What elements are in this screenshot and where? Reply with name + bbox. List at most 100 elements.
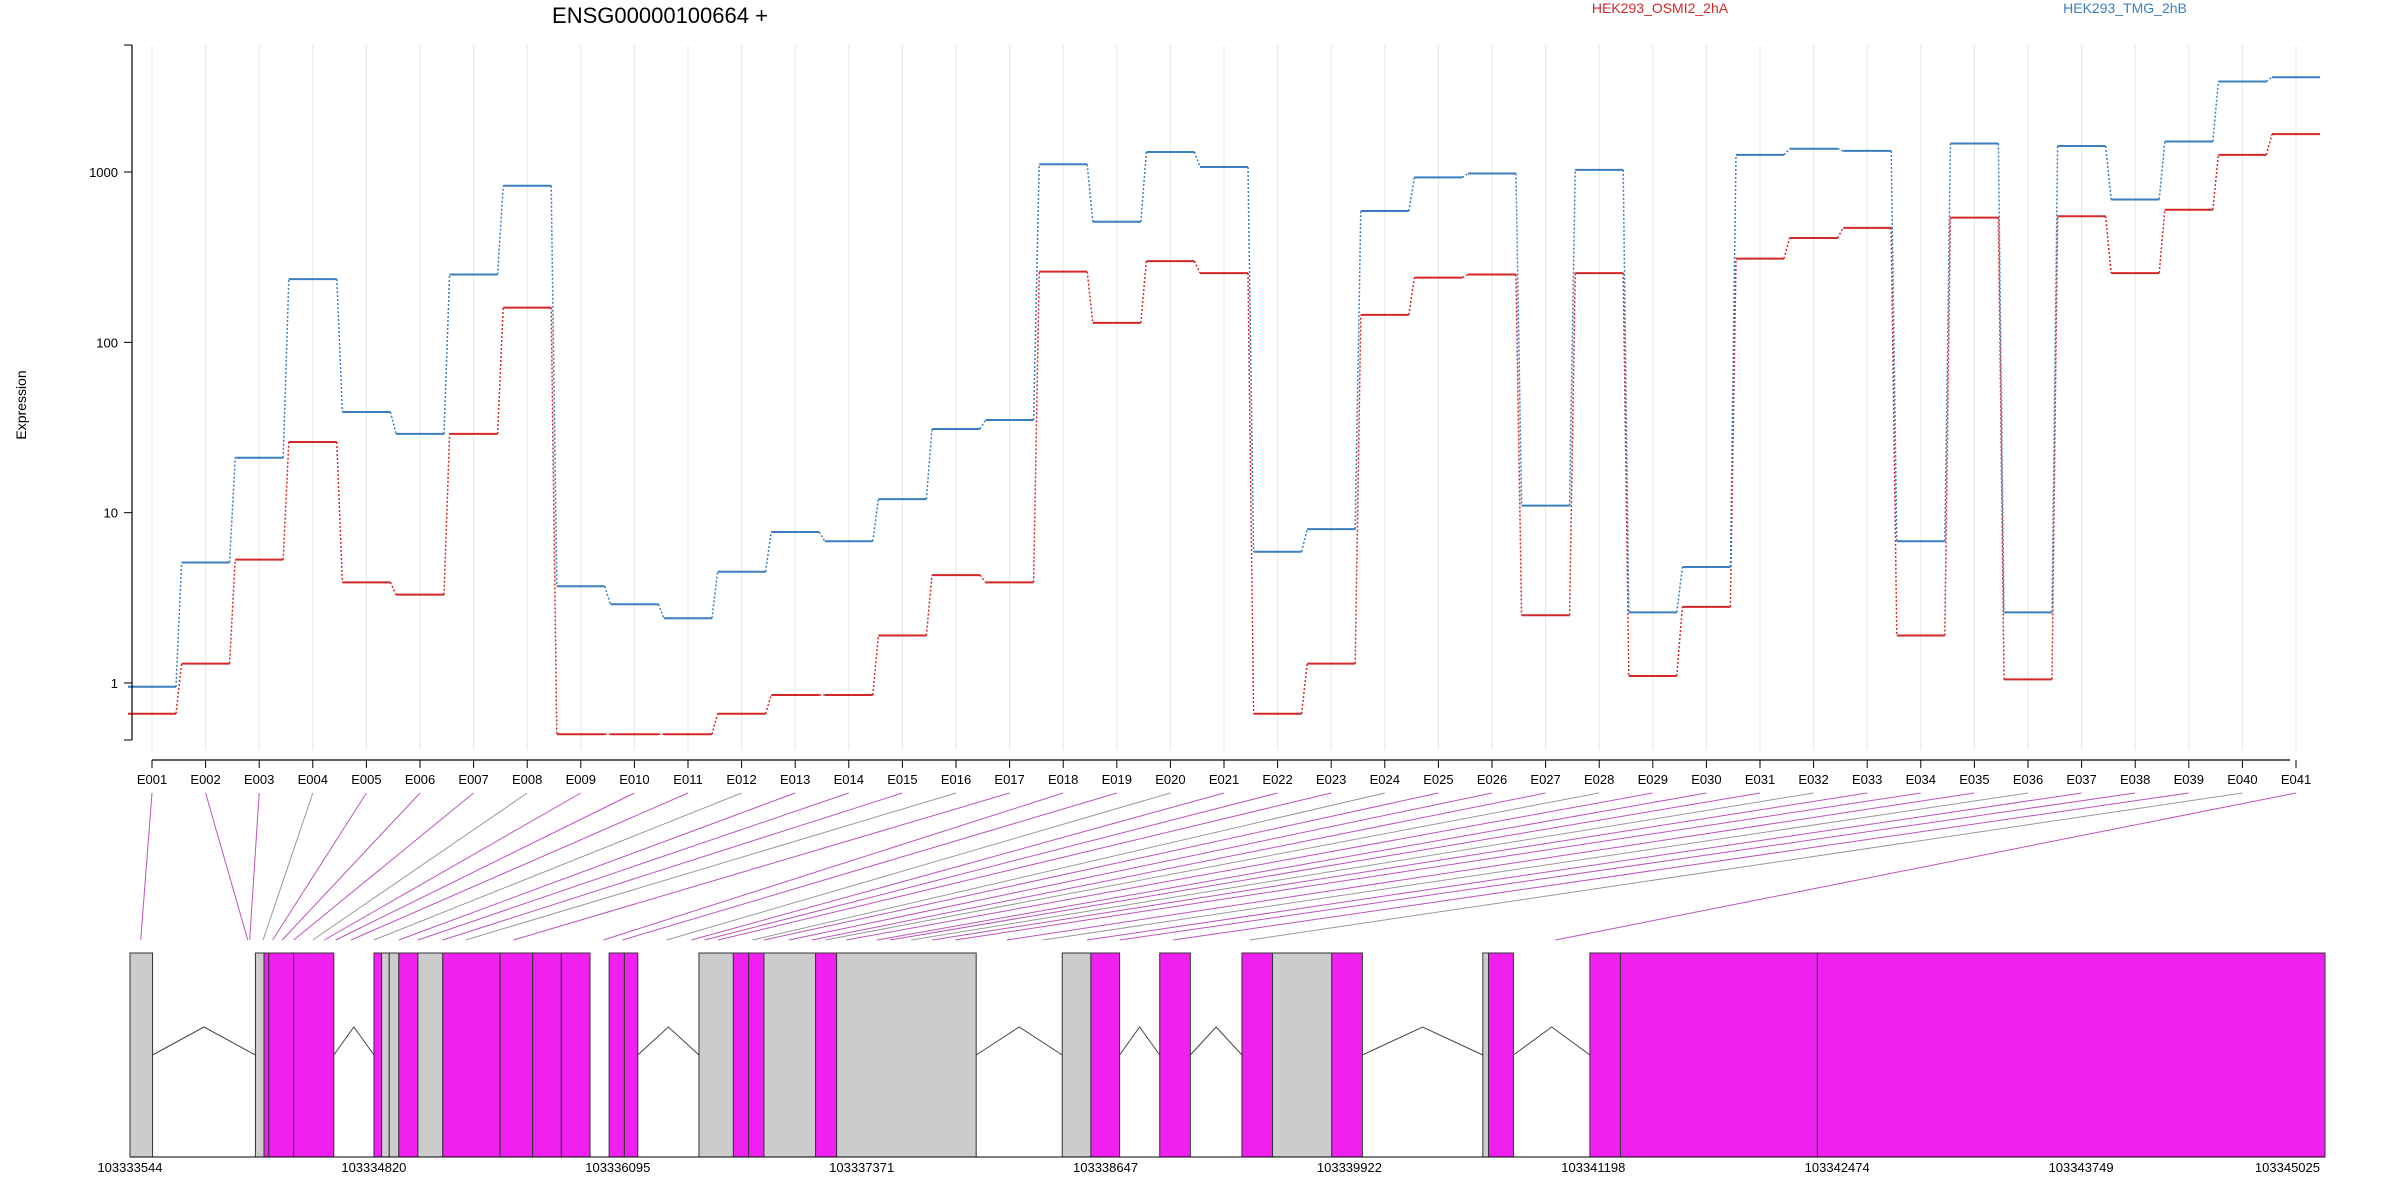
series-1-connector bbox=[818, 531, 826, 542]
x-tick-label-e009: E009 bbox=[566, 772, 596, 787]
exon-connector-e006 bbox=[281, 792, 421, 941]
exon-connector-e010 bbox=[335, 792, 635, 941]
exon-block bbox=[1061, 952, 1092, 1158]
x-tick-label-e006: E006 bbox=[405, 772, 435, 787]
genomic-coordinate-label: 103336095 bbox=[585, 1160, 650, 1175]
exon-connector-e028 bbox=[825, 792, 1600, 941]
exon-connector-e036 bbox=[1043, 792, 2029, 941]
exon-connector-e031 bbox=[890, 792, 1761, 941]
exon-block bbox=[748, 952, 765, 1158]
x-tick-label-e018: E018 bbox=[1048, 772, 1078, 787]
series-1-connector bbox=[1247, 166, 1255, 552]
exon-connector-e007 bbox=[293, 792, 474, 941]
exon-connector-e041 bbox=[1555, 792, 2297, 941]
series-1-connector bbox=[175, 562, 183, 687]
exon-connector-e005 bbox=[272, 792, 367, 941]
series-1-connector bbox=[550, 185, 558, 587]
exon-connector-e008 bbox=[312, 792, 528, 941]
series-1-connector bbox=[1354, 211, 1362, 530]
series-0-connector bbox=[1944, 217, 1952, 636]
x-tick-label-e012: E012 bbox=[726, 772, 756, 787]
exon-block bbox=[254, 952, 265, 1158]
exon-connector-e021 bbox=[691, 792, 1225, 941]
series-1-connector bbox=[443, 274, 451, 434]
x-tick-label-e001: E001 bbox=[137, 772, 167, 787]
exon-connector-e025 bbox=[763, 792, 1439, 941]
exon-connector-e039 bbox=[1173, 792, 2189, 941]
x-tick-label-e039: E039 bbox=[2174, 772, 2204, 787]
x-tick-label-e040: E040 bbox=[2227, 772, 2257, 787]
series-0-connector bbox=[1997, 217, 2005, 680]
exon-block bbox=[532, 952, 562, 1158]
exon-block bbox=[608, 952, 625, 1158]
exon-block bbox=[1816, 952, 2326, 1158]
x-tick-label-e011: E011 bbox=[673, 772, 702, 787]
y-axis-label: Expression bbox=[13, 370, 29, 439]
exon-connector-e003 bbox=[249, 792, 260, 941]
chart-title: ENSG00000100664 + bbox=[552, 3, 768, 28]
exon-block bbox=[1241, 952, 1274, 1158]
series-1-connector bbox=[1300, 528, 1308, 552]
series-1-connector bbox=[1729, 154, 1737, 567]
exon-block bbox=[129, 952, 154, 1158]
exon-connector-e018 bbox=[603, 792, 1064, 941]
genomic-coordinate-label: 103345025 bbox=[2255, 1160, 2320, 1175]
series-1-connector bbox=[604, 585, 612, 605]
series-1-connector bbox=[925, 428, 933, 500]
series-0-connector bbox=[1086, 271, 1094, 324]
genomic-coordinate-label: 103333544 bbox=[97, 1160, 162, 1175]
y-tick-label: 1000 bbox=[89, 165, 118, 180]
genomic-coordinate-label: 103338647 bbox=[1073, 1160, 1138, 1175]
exon-block bbox=[381, 952, 390, 1158]
y-tick-label: 1 bbox=[111, 676, 118, 691]
exon-connector-e002 bbox=[205, 792, 249, 941]
exon-block bbox=[398, 952, 419, 1158]
series-0-connector bbox=[282, 441, 290, 560]
series-0-connector bbox=[1462, 273, 1469, 279]
series-1-connector bbox=[2158, 141, 2166, 200]
x-tick-label-e036: E036 bbox=[2013, 772, 2043, 787]
exon-block bbox=[499, 952, 534, 1158]
series-1 bbox=[128, 76, 2320, 688]
exon-connector-e037 bbox=[1087, 792, 2082, 941]
x-tick-label-e021: E021 bbox=[1209, 772, 1239, 787]
exon-block bbox=[293, 952, 335, 1158]
exon-connector-e015 bbox=[442, 792, 903, 941]
series-0-connector bbox=[925, 575, 933, 636]
series-1-connector bbox=[979, 419, 987, 430]
exon-connector-e009 bbox=[323, 792, 582, 941]
x-tick-label-e024: E024 bbox=[1370, 772, 1400, 787]
series-0-connector bbox=[1568, 273, 1576, 616]
series-0-connector bbox=[496, 307, 504, 434]
intron-line bbox=[1362, 1026, 1484, 1056]
y-tick-label: 10 bbox=[104, 506, 118, 521]
exon-connector-e027 bbox=[811, 792, 1546, 941]
exon-block bbox=[698, 952, 734, 1158]
exon-block bbox=[560, 952, 591, 1158]
exon-connector-e032 bbox=[911, 792, 1814, 941]
x-tick-label-e019: E019 bbox=[1102, 772, 1132, 787]
gene-model bbox=[129, 952, 2326, 1158]
exon-block bbox=[623, 952, 639, 1158]
x-tick-label-e003: E003 bbox=[244, 772, 274, 787]
series-1-connector bbox=[496, 185, 504, 275]
x-axis-ticks: E001 E002 E003 E004 E005 E006 E007 E008 E009 E010… bbox=[137, 760, 2311, 787]
x-tick-label-e026: E026 bbox=[1477, 772, 1507, 787]
exon-connector-e029 bbox=[846, 792, 1653, 941]
exon-block bbox=[373, 952, 383, 1158]
x-tick-label-e025: E025 bbox=[1423, 772, 1453, 787]
series-1-connector bbox=[1032, 164, 1040, 421]
x-tick-label-e037: E037 bbox=[2066, 772, 2096, 787]
x-tick-label-e013: E013 bbox=[780, 772, 810, 787]
exon-connector-e014 bbox=[417, 792, 849, 941]
series-1-connector bbox=[1944, 143, 1952, 542]
x-tick-label-e005: E005 bbox=[351, 772, 381, 787]
series-1-connector bbox=[2051, 146, 2059, 613]
series-1-connector bbox=[1515, 173, 1523, 506]
exon-block bbox=[1331, 952, 1363, 1158]
legend-entry-tmg: HEK293_TMG_2hB bbox=[2063, 0, 2187, 16]
exon-connector-e011 bbox=[350, 792, 689, 941]
exon-connector-e004 bbox=[262, 792, 314, 941]
series-1-connector bbox=[872, 499, 880, 542]
